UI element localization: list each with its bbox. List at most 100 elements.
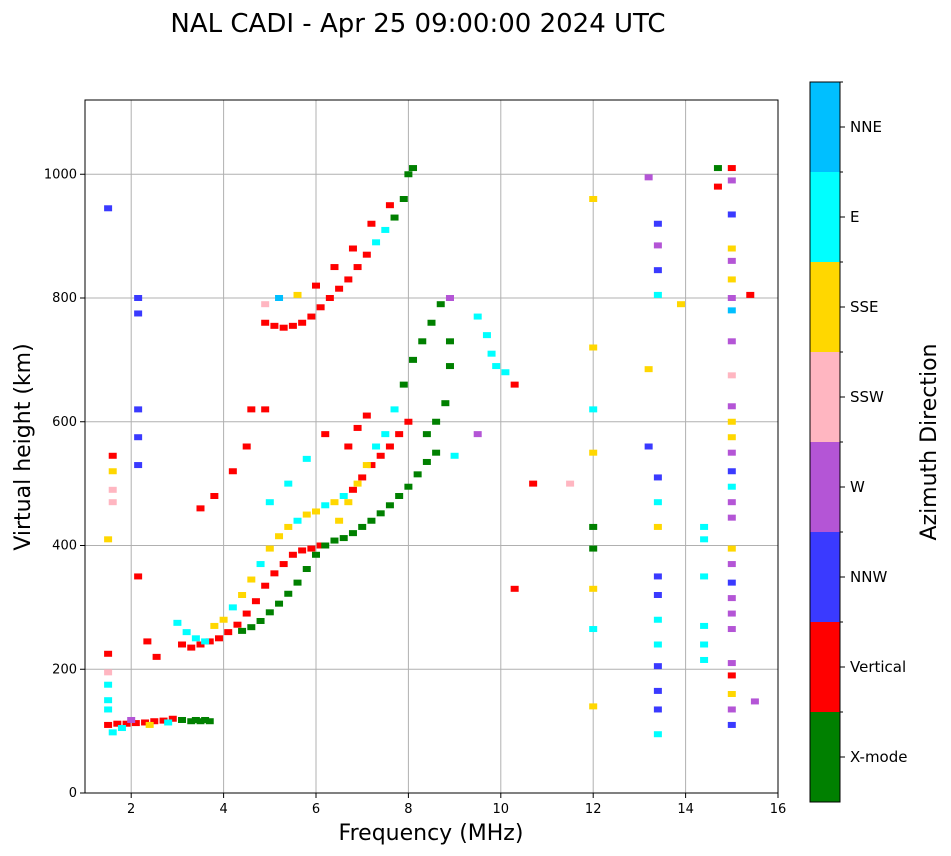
- colorbar-category-label: W: [850, 478, 865, 496]
- colorbar-category-label: SSE: [850, 298, 879, 316]
- data-point: [727, 418, 736, 425]
- data-point: [589, 585, 598, 592]
- data-point: [293, 517, 302, 524]
- data-point: [589, 523, 598, 530]
- y-tick-label: 800: [52, 291, 77, 306]
- data-point: [178, 716, 187, 723]
- data-point: [727, 610, 736, 617]
- data-point: [279, 324, 288, 331]
- data-point: [376, 452, 385, 459]
- data-point: [134, 434, 143, 441]
- data-point: [265, 609, 274, 616]
- data-point: [653, 267, 662, 274]
- data-point: [353, 424, 362, 431]
- data-point: [653, 731, 662, 738]
- data-point: [219, 616, 228, 623]
- data-point: [404, 171, 413, 178]
- data-point: [713, 165, 722, 172]
- data-point: [256, 561, 265, 568]
- data-point: [644, 174, 653, 181]
- data-point: [418, 338, 427, 345]
- data-point: [293, 291, 302, 298]
- data-point: [275, 600, 284, 607]
- data-point: [399, 196, 408, 202]
- chart-title: NAL CADI - Apr 25 09:00:00 2024 UTC: [170, 9, 665, 39]
- data-point: [700, 622, 709, 629]
- data-point: [385, 202, 394, 209]
- data-point: [344, 443, 353, 450]
- data-point: [381, 226, 390, 233]
- x-tick-label: 8: [404, 802, 412, 817]
- data-point: [376, 510, 385, 517]
- data-point: [653, 616, 662, 623]
- data-point: [385, 502, 394, 509]
- y-tick-label: 1000: [44, 167, 77, 182]
- data-point: [727, 660, 736, 667]
- data-point: [104, 650, 113, 657]
- data-point: [727, 595, 736, 602]
- data-point: [727, 579, 736, 586]
- data-point: [367, 517, 376, 524]
- data-point: [413, 471, 422, 478]
- y-axis-label: Virtual height (km): [11, 343, 36, 550]
- data-point: [653, 474, 662, 481]
- data-point: [141, 719, 150, 726]
- y-tick-label: 400: [52, 539, 77, 554]
- colorbar-category-label: E: [850, 208, 859, 226]
- x-tick-label: 10: [493, 802, 510, 817]
- data-point: [302, 455, 311, 462]
- data-point: [385, 443, 394, 450]
- data-point: [653, 641, 662, 648]
- data-point: [348, 245, 357, 252]
- data-point: [321, 542, 330, 549]
- grid-lines: [85, 100, 779, 794]
- data-point: [367, 220, 376, 227]
- data-point: [450, 452, 459, 459]
- colorbar-category-label: NNW: [850, 568, 887, 586]
- data-point: [302, 566, 311, 573]
- data-point: [676, 301, 685, 308]
- data-point: [727, 672, 736, 679]
- data-point: [330, 499, 339, 506]
- data-point: [335, 517, 344, 524]
- data-point: [362, 251, 371, 258]
- data-point: [205, 638, 214, 645]
- data-point: [427, 319, 436, 326]
- data-point: [492, 363, 501, 370]
- data-point: [242, 610, 251, 617]
- colorbar-segment: [810, 622, 840, 712]
- data-point: [441, 400, 450, 407]
- data-point: [589, 406, 598, 413]
- data-point: [261, 406, 270, 413]
- data-point: [298, 319, 307, 326]
- data-point: [113, 720, 122, 727]
- data-point: [713, 183, 722, 190]
- colorbar-label: Azimuth Direction: [917, 343, 942, 540]
- data-point: [445, 338, 454, 345]
- data-point: [127, 716, 136, 723]
- data-point: [134, 310, 143, 317]
- data-point: [445, 295, 454, 301]
- data-point: [727, 276, 736, 283]
- colorbar-segment: [810, 532, 840, 622]
- data-point: [653, 220, 662, 227]
- data-point: [312, 508, 320, 515]
- colorbar-segment: [810, 172, 840, 262]
- x-tick-label: 2: [127, 802, 135, 817]
- data-point: [168, 715, 177, 722]
- data-point: [653, 499, 662, 506]
- data-point: [727, 434, 736, 441]
- data-point: [145, 721, 154, 728]
- data-point: [108, 452, 117, 459]
- x-tick-label: 12: [585, 802, 602, 817]
- data-point: [727, 706, 736, 713]
- data-point: [589, 626, 598, 633]
- data-point: [265, 499, 274, 506]
- data-point: [288, 551, 297, 558]
- data-point: [348, 530, 357, 537]
- data-point: [727, 177, 736, 184]
- colorbar-segment: [810, 82, 840, 172]
- data-point: [653, 523, 662, 530]
- data-point: [191, 635, 200, 642]
- data-point: [404, 483, 413, 490]
